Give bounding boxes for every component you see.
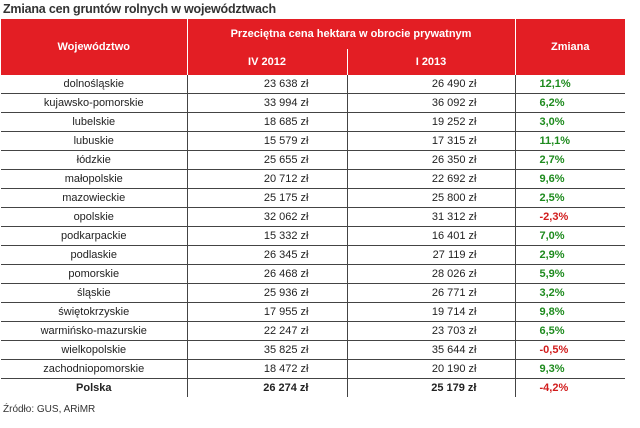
cell-change: 11,1% (515, 131, 625, 151)
cell-voivodeship: warmińsko-mazurskie (1, 321, 188, 341)
cell-price-period-2: 23 703 zł (347, 321, 516, 341)
cell-price-period-1: 15 579 zł (187, 131, 348, 151)
table-row: wielkopolskie 35 825 zł 35 644 zł -0,5% (1, 340, 625, 360)
cell-price-period-1: 17 955 zł (187, 302, 348, 322)
table-row: lubelskie 18 685 zł 19 252 zł 3,0% (1, 112, 625, 132)
cell-price-period-1: 23 638 zł (187, 75, 348, 94)
cell-change: 6,2% (515, 93, 625, 113)
cell-price-period-1: 26 274 zł (187, 378, 348, 397)
table-row: podlaskie 26 345 zł 27 119 zł 2,9% (1, 245, 625, 265)
cell-change: -2,3% (515, 207, 625, 227)
cell-price-period-2: 35 644 zł (347, 340, 516, 360)
cell-price-period-2: 22 692 zł (347, 169, 516, 189)
cell-voivodeship: mazowieckie (1, 188, 188, 208)
table-row: warmińsko-mazurskie 22 247 zł 23 703 zł 6,5… (1, 321, 625, 341)
table-total-row: Polska 26 274 zł 25 179 zł -4,2% (1, 378, 625, 397)
cell-price-period-1: 15 332 zł (187, 226, 348, 246)
table-row: świętokrzyskie 17 955 zł 19 714 zł 9,8% (1, 302, 625, 322)
table-row: lubuskie 15 579 zł 17 315 zł 11,1% (1, 131, 625, 151)
source-note: Źródło: GUS, ARiMR (3, 404, 96, 415)
cell-change: 5,9% (515, 264, 625, 284)
cell-price-period-1: 26 468 zł (187, 264, 348, 284)
cell-voivodeship: wielkopolskie (1, 340, 188, 360)
cell-price-period-2: 28 026 zł (347, 264, 516, 284)
cell-voivodeship: śląskie (1, 283, 188, 303)
table-row: zachodniopomorskie 18 472 zł 20 190 zł 9,3% (1, 359, 625, 379)
header-period-1: IV 2012 (187, 49, 348, 75)
table-row: małopolskie 20 712 zł 22 692 zł 9,6% (1, 169, 625, 189)
cell-price-period-1: 33 994 zł (187, 93, 348, 113)
cell-price-period-1: 25 175 zł (187, 188, 348, 208)
cell-change: 3,0% (515, 112, 625, 132)
cell-voivodeship: zachodniopomorskie (1, 359, 188, 379)
cell-price-period-2: 17 315 zł (347, 131, 516, 151)
cell-price-period-1: 35 825 zł (187, 340, 348, 360)
table-header-row: Województwo Przeciętna cena hektara w ob… (1, 19, 625, 75)
table-row: śląskie 25 936 zł 26 771 zł 3,2% (1, 283, 625, 303)
cell-price-period-2: 36 092 zł (347, 93, 516, 113)
table-row: podkarpackie 15 332 zł 16 401 zł 7,0% (1, 226, 625, 246)
cell-price-period-2: 27 119 zł (347, 245, 516, 265)
table-row: mazowieckie 25 175 zł 25 800 zł 2,5% (1, 188, 625, 208)
cell-change: 2,7% (515, 150, 625, 170)
cell-change: 9,6% (515, 169, 625, 189)
cell-change: 6,5% (515, 321, 625, 341)
cell-price-period-1: 22 247 zł (187, 321, 348, 341)
cell-voivodeship: lubelskie (1, 112, 188, 132)
cell-price-period-1: 25 936 zł (187, 283, 348, 303)
cell-change: 3,2% (515, 283, 625, 303)
cell-voivodeship: kujawsko-pomorskie (1, 93, 188, 113)
table-row: kujawsko-pomorskie 33 994 zł 36 092 zł 6,2% (1, 93, 625, 113)
cell-price-period-2: 16 401 zł (347, 226, 516, 246)
cell-price-period-2: 19 252 zł (347, 112, 516, 132)
cell-price-period-2: 26 350 zł (347, 150, 516, 170)
cell-price-period-2: 25 179 zł (347, 378, 516, 397)
cell-price-period-1: 26 345 zł (187, 245, 348, 265)
cell-voivodeship: pomorskie (1, 264, 188, 284)
cell-price-period-2: 31 312 zł (347, 207, 516, 227)
cell-price-period-2: 20 190 zł (347, 359, 516, 379)
cell-change: 9,8% (515, 302, 625, 322)
cell-price-period-1: 32 062 zł (187, 207, 348, 227)
cell-voivodeship: podkarpackie (1, 226, 188, 246)
cell-voivodeship: łódzkie (1, 150, 188, 170)
cell-voivodeship: dolnośląskie (1, 75, 188, 94)
cell-price-period-2: 26 771 zł (347, 283, 516, 303)
cell-price-period-1: 20 712 zł (187, 169, 348, 189)
cell-change: 12,1% (515, 75, 625, 94)
cell-change: -4,2% (539, 382, 569, 394)
cell-change: 7,0% (515, 226, 625, 246)
table-body: dolnośląskie 23 638 zł 26 490 zł 12,1% kujaw… (1, 75, 625, 397)
cell-price-period-1: 18 472 zł (187, 359, 348, 379)
page-title: Zmiana cen gruntów rolnych w województwa… (3, 2, 276, 16)
cell-price-period-2: 19 714 zł (347, 302, 516, 322)
cell-change: -0,5% (515, 340, 625, 360)
header-period-2: I 2013 (347, 49, 516, 75)
cell-voivodeship: podlaskie (1, 245, 188, 265)
cell-voivodeship: Polska (1, 378, 188, 397)
cell-price-period-1: 25 655 zł (187, 150, 348, 170)
cell-change: 2,9% (515, 245, 625, 265)
cell-price-period-1: 18 685 zł (187, 112, 348, 132)
price-table: Województwo Przeciętna cena hektara w ob… (1, 19, 625, 397)
header-price-group: Przeciętna cena hektara w obrocie prywat… (187, 19, 516, 49)
header-change: Zmiana (550, 41, 590, 53)
table-row: łódzkie 25 655 zł 26 350 zł 2,7% (1, 150, 625, 170)
table-row: opolskie 32 062 zł 31 312 zł -2,3% (1, 207, 625, 227)
cell-voivodeship: lubuskie (1, 131, 188, 151)
cell-change: 2,5% (515, 188, 625, 208)
cell-price-period-2: 25 800 zł (347, 188, 516, 208)
cell-voivodeship: opolskie (1, 207, 188, 227)
header-voivodeship: Województwo (1, 19, 188, 75)
cell-price-period-2: 26 490 zł (347, 75, 516, 94)
table-row: dolnośląskie 23 638 zł 26 490 zł 12,1% (1, 75, 625, 94)
cell-change: 9,3% (515, 359, 625, 379)
cell-voivodeship: świętokrzyskie (1, 302, 188, 322)
table-row: pomorskie 26 468 zł 28 026 zł 5,9% (1, 264, 625, 284)
cell-voivodeship: małopolskie (1, 169, 188, 189)
